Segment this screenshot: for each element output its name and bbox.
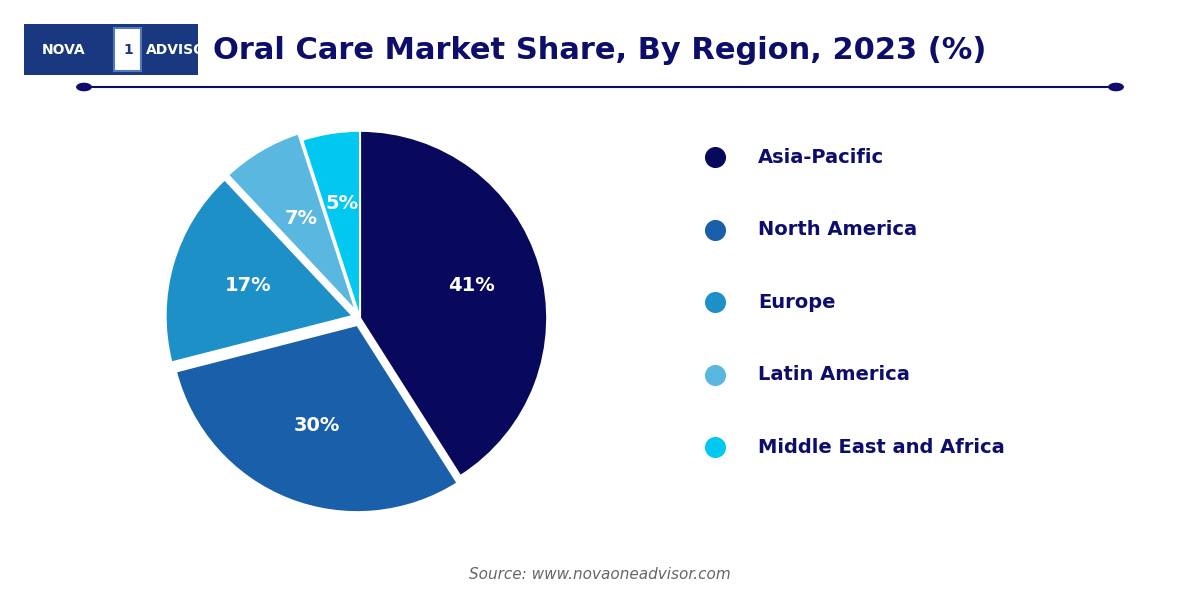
Wedge shape: [302, 131, 360, 318]
Text: North America: North America: [758, 220, 918, 239]
Wedge shape: [228, 134, 356, 311]
Text: NOVA: NOVA: [41, 43, 85, 56]
Text: 7%: 7%: [284, 209, 318, 227]
Wedge shape: [166, 179, 353, 362]
Point: [706, 152, 725, 162]
FancyBboxPatch shape: [114, 28, 142, 71]
Point: [706, 443, 725, 452]
Text: Middle East and Africa: Middle East and Africa: [758, 438, 1006, 457]
Point: [706, 370, 725, 380]
Text: Europe: Europe: [758, 293, 836, 312]
Text: 30%: 30%: [294, 416, 341, 436]
Text: 41%: 41%: [448, 276, 494, 295]
Point: [706, 225, 725, 235]
FancyBboxPatch shape: [24, 24, 198, 75]
Wedge shape: [360, 131, 547, 476]
Text: Oral Care Market Share, By Region, 2023 (%): Oral Care Market Share, By Region, 2023 …: [214, 36, 986, 65]
Text: ADVISOR: ADVISOR: [145, 43, 216, 56]
Text: Asia-Pacific: Asia-Pacific: [758, 148, 884, 167]
Text: 5%: 5%: [325, 194, 359, 213]
Text: 17%: 17%: [226, 276, 272, 295]
Text: Latin America: Latin America: [758, 365, 911, 385]
Text: 1: 1: [124, 43, 133, 56]
Text: Source: www.novaoneadvisor.com: Source: www.novaoneadvisor.com: [469, 567, 731, 582]
Point: [706, 298, 725, 307]
Wedge shape: [176, 325, 457, 512]
